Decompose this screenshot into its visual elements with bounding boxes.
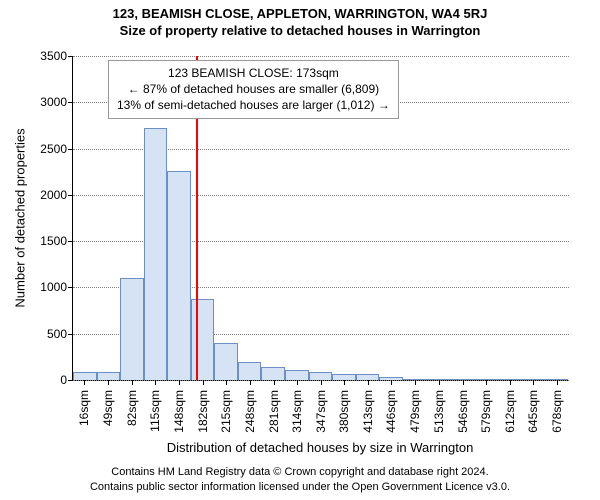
x-tick-label: 413sqm [361, 390, 375, 433]
x-tick-label: 314sqm [290, 390, 304, 433]
y-tick-label: 3000 [40, 95, 73, 109]
x-tick-mark [250, 380, 251, 385]
histogram-bar [120, 278, 144, 380]
x-tick-label: 49sqm [101, 390, 115, 426]
histogram-bar [73, 372, 97, 380]
x-tick-label: 513sqm [432, 390, 446, 433]
histogram-bar [238, 362, 262, 381]
x-tick-mark [344, 380, 345, 385]
annotation-line-1: 123 BEAMISH CLOSE: 173sqm [117, 65, 390, 81]
x-tick-label: 215sqm [219, 390, 233, 433]
y-tick-label: 2500 [40, 142, 73, 156]
histogram-bar [544, 379, 568, 380]
y-axis-title: Number of detached properties [13, 128, 28, 307]
x-tick-label: 678sqm [550, 390, 564, 433]
histogram-bar [497, 379, 521, 380]
x-tick-label: 248sqm [243, 390, 257, 433]
histogram-bar [191, 299, 215, 380]
x-tick-label: 115sqm [148, 390, 162, 432]
x-tick-label: 182sqm [196, 390, 210, 433]
x-tick-label: 579sqm [479, 390, 493, 433]
x-tick-mark [439, 380, 440, 385]
y-tick-label: 500 [47, 327, 73, 341]
x-tick-mark [203, 380, 204, 385]
annotation-box: 123 BEAMISH CLOSE: 173sqm ← 87% of detac… [108, 60, 399, 119]
x-tick-label: 380sqm [337, 390, 351, 433]
histogram-bar [426, 379, 450, 380]
x-tick-label: 148sqm [172, 390, 186, 433]
x-tick-mark [510, 380, 511, 385]
property-size-chart: 123, BEAMISH CLOSE, APPLETON, WARRINGTON… [0, 0, 600, 500]
x-tick-mark [108, 380, 109, 385]
annotation-line-3: 13% of semi-detached houses are larger (… [117, 97, 390, 113]
x-tick-mark [155, 380, 156, 385]
histogram-bar [520, 379, 544, 380]
histogram-bar [309, 372, 333, 380]
x-tick-mark [132, 380, 133, 385]
histogram-bar [214, 343, 238, 380]
y-tick-label: 1500 [40, 234, 73, 248]
x-tick-mark [391, 380, 392, 385]
x-tick-mark [415, 380, 416, 385]
x-tick-mark [463, 380, 464, 385]
chart-title: 123, BEAMISH CLOSE, APPLETON, WARRINGTON… [0, 0, 600, 23]
y-tick-label: 2000 [40, 188, 73, 202]
x-tick-label: 546sqm [456, 390, 470, 433]
x-tick-label: 281sqm [267, 390, 281, 433]
x-tick-mark [533, 380, 534, 385]
x-tick-mark [179, 380, 180, 385]
x-axis-title: Distribution of detached houses by size … [167, 440, 474, 455]
chart-footer: Contains HM Land Registry data © Crown c… [0, 465, 600, 494]
histogram-bar [97, 372, 121, 380]
histogram-bar [473, 379, 497, 380]
x-tick-label: 446sqm [384, 390, 398, 433]
x-tick-label: 645sqm [526, 390, 540, 433]
x-tick-label: 82sqm [125, 390, 139, 426]
footer-line-2: Contains public sector information licen… [0, 480, 600, 494]
x-tick-mark [321, 380, 322, 385]
y-tick-label: 0 [60, 373, 73, 387]
annotation-line-2: ← 87% of detached houses are smaller (6,… [117, 81, 390, 97]
histogram-bar [167, 171, 191, 380]
x-tick-label: 479sqm [408, 390, 422, 433]
x-tick-mark [226, 380, 227, 385]
histogram-bar [450, 379, 474, 380]
footer-line-1: Contains HM Land Registry data © Crown c… [0, 465, 600, 479]
histogram-bar [285, 370, 309, 380]
y-tick-label: 3500 [40, 49, 73, 63]
chart-subtitle: Size of property relative to detached ho… [0, 23, 600, 40]
x-tick-mark [486, 380, 487, 385]
y-tick-label: 1000 [40, 280, 73, 294]
x-tick-mark [557, 380, 558, 385]
histogram-bar [144, 128, 168, 380]
gridline [73, 56, 569, 57]
x-tick-mark [297, 380, 298, 385]
x-tick-mark [368, 380, 369, 385]
x-tick-label: 16sqm [77, 390, 91, 426]
x-tick-mark [274, 380, 275, 385]
histogram-bar [261, 367, 285, 380]
x-tick-label: 612sqm [503, 390, 517, 433]
x-tick-label: 347sqm [314, 390, 328, 433]
x-tick-mark [84, 380, 85, 385]
